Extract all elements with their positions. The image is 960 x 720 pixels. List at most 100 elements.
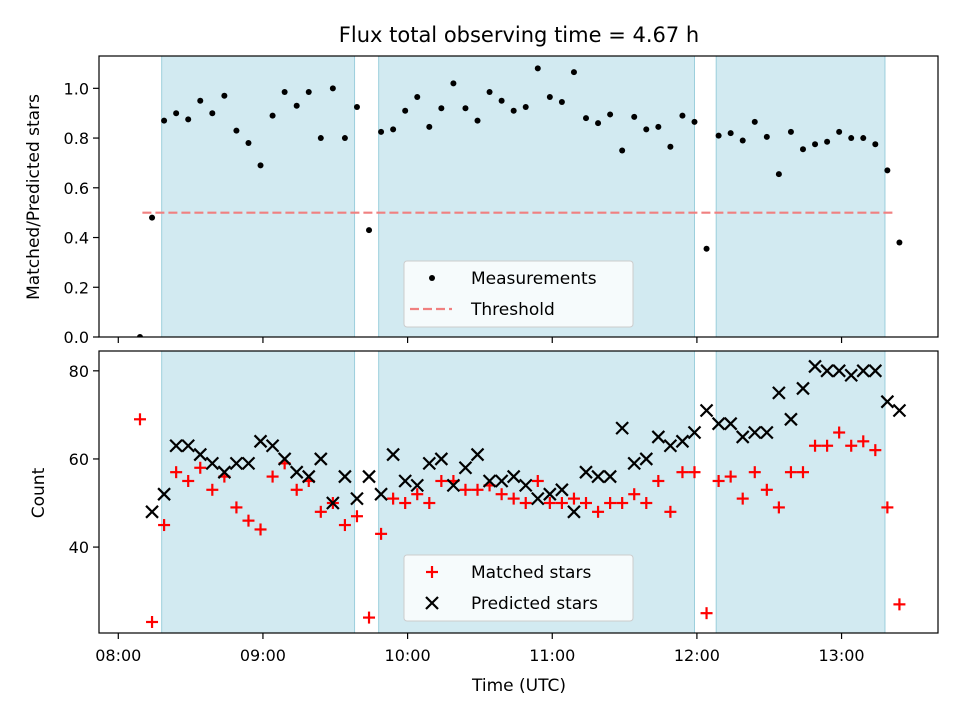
matched-stars-point-5 — [194, 461, 207, 474]
matched-stars-point-49 — [724, 470, 737, 483]
matched-stars-point-41 — [628, 488, 641, 501]
predicted-stars-point-52 — [772, 386, 786, 400]
predicted-stars-point-56 — [820, 364, 834, 378]
matched-stars-point-4 — [182, 474, 195, 487]
matched-stars-point-47 — [700, 607, 713, 620]
predicted-stars-point-16 — [338, 469, 352, 484]
measurements-point-19 — [366, 227, 373, 234]
x-tick-label-5: 13:00 — [819, 646, 865, 665]
predicted-stars-point-38 — [603, 469, 617, 484]
matched-stars-point-9 — [242, 514, 255, 527]
predicted-stars-point-10 — [265, 438, 280, 453]
measurements-point-11 — [269, 112, 276, 119]
predicted-stars-point-11 — [277, 452, 292, 466]
predicted-stars-point-34 — [555, 483, 569, 497]
matched-stars-point-2 — [158, 519, 171, 532]
bottom-observing-interval-0 — [161, 351, 356, 633]
matched-stars-point-6 — [206, 483, 219, 496]
measurements-point-20 — [378, 128, 385, 135]
measurements-point-14 — [305, 89, 312, 96]
measurements-point-46 — [691, 118, 698, 125]
measurements-point-6 — [209, 110, 216, 117]
measurements-point-39 — [607, 111, 614, 118]
top-legend-entry-0: Measurements — [429, 269, 597, 289]
x-axis-label: Time (UTC) — [471, 676, 566, 696]
predicted-stars-point-62 — [892, 403, 907, 418]
top-legend-entry-0-marker — [429, 275, 435, 281]
matched-stars-point-1 — [146, 615, 159, 628]
measurements-point-23 — [414, 94, 421, 101]
top-panel: 0.0 0.2 0.4 0.6 0.8 1.0 Measurements Threshold — [64, 55, 939, 347]
measurements-point-9 — [245, 140, 252, 147]
measurements-point-26 — [450, 80, 457, 87]
measurements-point-57 — [824, 138, 831, 145]
bottom-series-predicted-stars — [145, 359, 907, 519]
bottom-legend: Matched stars Predicted stars — [403, 554, 634, 622]
measurements-point-24 — [426, 123, 433, 130]
top-legend-box — [403, 260, 634, 328]
bottom-legend-entry-1-label: Predicted stars — [471, 594, 598, 614]
predicted-stars-point-8 — [241, 456, 256, 471]
top-legend-entry-1: Threshold — [410, 300, 555, 320]
measurements-point-17 — [341, 135, 348, 142]
predicted-stars-point-49 — [735, 430, 750, 444]
measurements-point-48 — [715, 132, 722, 139]
matched-stars-point-25 — [435, 474, 448, 487]
bottom-y-tick-label-0: 40 — [69, 538, 89, 557]
predicted-stars-point-37 — [591, 469, 605, 484]
x-tick-label-3: 11:00 — [529, 646, 575, 665]
top-y-tick-label-2: 0.4 — [64, 229, 89, 248]
measurements-point-37 — [583, 115, 590, 122]
predicted-stars-point-57 — [832, 364, 846, 378]
predicted-stars-point-15 — [326, 496, 340, 510]
measurements-point-44 — [667, 143, 674, 150]
matched-stars-point-13 — [290, 483, 303, 496]
measurements-point-59 — [848, 135, 855, 142]
measurements-point-50 — [739, 137, 746, 144]
predicted-stars-point-42 — [651, 430, 666, 444]
matched-stars-point-54 — [784, 466, 797, 479]
predicted-stars-point-13 — [301, 469, 316, 484]
matched-stars-point-11 — [266, 470, 279, 483]
bottom-series-matched-stars — [133, 413, 906, 628]
matched-stars-point-27 — [459, 483, 472, 496]
measurements-point-56 — [812, 141, 819, 148]
predicted-stars-point-26 — [458, 460, 473, 475]
measurements-point-47 — [703, 245, 710, 252]
matched-stars-point-8 — [230, 501, 243, 514]
top-y-tick-label-5: 1.0 — [64, 79, 89, 98]
measurements-point-27 — [462, 105, 469, 112]
matched-stars-point-18 — [350, 510, 363, 523]
measurements-point-38 — [595, 120, 602, 127]
matched-stars-point-39 — [604, 497, 617, 510]
measurements-point-30 — [498, 97, 505, 104]
predicted-stars-point-4 — [193, 447, 208, 462]
predicted-stars-point-35 — [567, 505, 581, 519]
bottom-legend-entry-0: Matched stars — [426, 563, 591, 583]
measurements-point-0 — [136, 334, 143, 337]
predicted-stars-point-12 — [289, 465, 304, 479]
top-legend: Measurements Threshold — [403, 260, 634, 328]
matched-stars-point-48 — [712, 474, 725, 487]
measurements-point-1 — [149, 214, 156, 221]
predicted-stars-point-27 — [470, 447, 485, 462]
matched-stars-point-35 — [555, 497, 568, 510]
top-y-axis-label: Matched/Predicted stars — [24, 94, 44, 300]
matched-stars-point-58 — [833, 426, 846, 439]
predicted-stars-point-20 — [386, 447, 400, 462]
matched-stars-point-19 — [363, 611, 376, 624]
predicted-stars-point-14 — [314, 452, 328, 466]
matched-stars-point-36 — [567, 492, 580, 505]
matched-stars-point-34 — [543, 497, 556, 510]
predicted-stars-point-45 — [687, 425, 702, 440]
predicted-stars-point-7 — [229, 456, 244, 471]
measurements-point-60 — [860, 135, 867, 142]
top-y-tick-label-4: 0.8 — [64, 129, 89, 148]
bottom-legend-entry-0-marker — [426, 566, 438, 578]
matched-stars-point-61 — [869, 444, 882, 457]
x-tick-label-1: 09:00 — [240, 646, 286, 665]
matched-stars-point-56 — [809, 439, 822, 452]
matched-stars-point-37 — [580, 497, 593, 510]
measurements-point-7 — [221, 92, 228, 99]
top-legend-entry-1-label: Threshold — [470, 300, 555, 320]
